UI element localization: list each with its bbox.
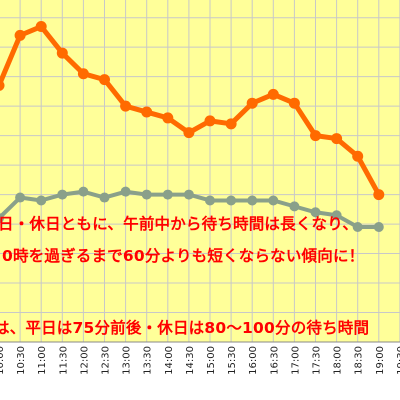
x-tick-label: 14:30 — [185, 346, 196, 375]
series-2-point — [310, 207, 321, 218]
x-tick-label: 11:30 — [58, 346, 69, 375]
series-1-point — [373, 189, 385, 201]
series-2-point — [0, 213, 4, 224]
x-tick-label: 16:00 — [248, 346, 259, 375]
series-2-point — [331, 210, 342, 221]
x-tick-label: 11:00 — [37, 346, 48, 375]
series-2-point — [120, 186, 131, 197]
annotation-line-2: 0時を過ぎるまで60分よりも短くならない傾向に！ — [2, 247, 365, 265]
series-2-point — [373, 222, 384, 233]
series-1-point — [183, 127, 195, 139]
series-2-point — [289, 201, 300, 212]
series-2-point — [57, 189, 68, 200]
x-tick-label: 15:00 — [206, 346, 217, 375]
series-1-point — [99, 74, 110, 86]
annotation-line-1: 日・休日ともに、午前中から待ち時間は長くなり、 — [0, 215, 359, 233]
series-2-point — [162, 189, 173, 200]
series-2-point — [226, 195, 237, 206]
series-1-point — [14, 29, 26, 41]
series-1-point — [352, 150, 364, 162]
x-tick-label: 12:30 — [101, 346, 112, 375]
series-1-point — [288, 97, 300, 109]
x-tick-label: 13:00 — [122, 346, 133, 375]
series-1-point — [331, 133, 343, 145]
series-1-point — [56, 47, 68, 59]
x-tick-label: 13:30 — [143, 346, 154, 375]
series-1-point — [204, 115, 216, 127]
annotation-line-3: は、平日は75分前後・休日は80～100分の待ち時間 — [0, 319, 370, 337]
x-tick-label: 17:00 — [290, 346, 301, 375]
series-2-point — [247, 195, 258, 206]
x-tick-label: 18:00 — [333, 346, 344, 375]
x-tick-label: 17:30 — [312, 346, 323, 375]
x-tick-label: 16:30 — [269, 346, 280, 375]
series-2-point — [268, 195, 279, 206]
series-1-point — [225, 118, 237, 130]
series-2-point — [99, 192, 110, 203]
series-1-point — [77, 68, 89, 80]
x-tick-label: 19:00 — [375, 346, 386, 375]
x-tick-label: 12:00 — [79, 346, 90, 375]
x-tick-label: 10:30 — [16, 346, 27, 375]
x-tick-label: 15:30 — [227, 346, 238, 375]
x-tick-label: 10:00 — [0, 346, 6, 375]
series-2-point — [78, 186, 89, 197]
series-1-point — [162, 112, 174, 124]
series-1-point — [246, 97, 258, 109]
series-1-point — [267, 88, 279, 100]
x-tick-label: 18:30 — [354, 346, 365, 375]
series-2-point — [141, 189, 152, 200]
series-2-point — [183, 189, 194, 200]
series-1-point — [35, 21, 47, 33]
series-2-point — [36, 195, 47, 206]
x-tick-label: 14:00 — [164, 346, 175, 375]
x-tick-label: 19:30 — [396, 346, 400, 375]
series-1-point — [120, 100, 132, 112]
series-1-point — [0, 80, 5, 91]
series-1-point — [310, 130, 321, 142]
series-2-point — [205, 195, 215, 206]
series-1-point — [141, 106, 153, 118]
series-2-point — [15, 192, 26, 203]
series-2-point — [352, 222, 363, 233]
